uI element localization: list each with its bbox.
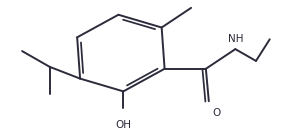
Text: OH: OH — [115, 120, 131, 130]
Text: NH: NH — [227, 34, 243, 44]
Text: O: O — [212, 108, 221, 118]
